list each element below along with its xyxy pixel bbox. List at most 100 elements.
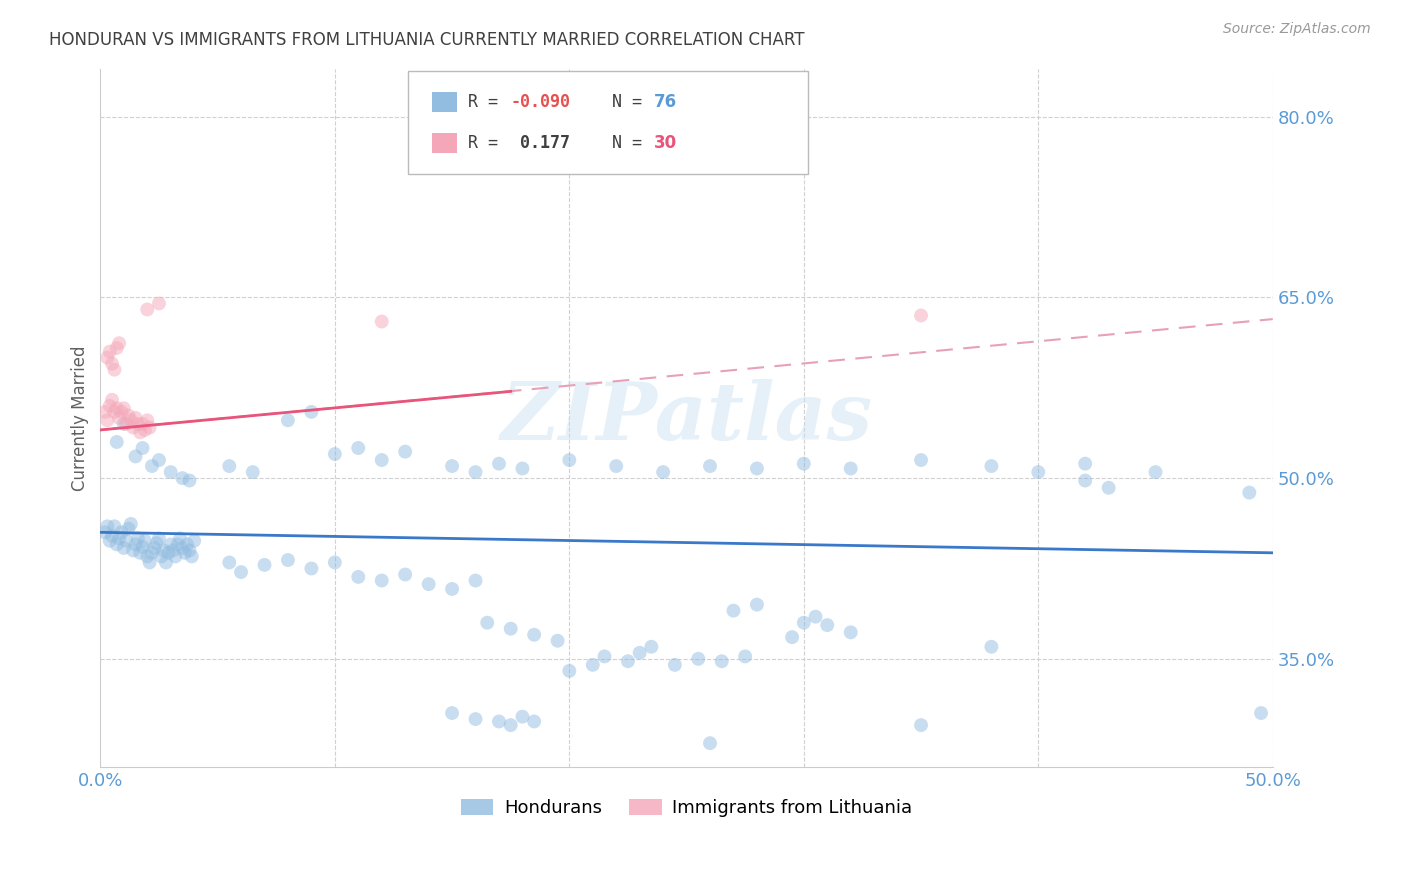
Point: [299, 405, 322, 419]
Point: [605, 459, 627, 474]
Point: [120, 413, 142, 427]
Point: [477, 615, 499, 630]
Point: [323, 556, 346, 570]
Point: [180, 549, 202, 564]
Point: [547, 633, 569, 648]
Y-axis label: Currently Married: Currently Married: [72, 345, 89, 491]
Point: [277, 553, 299, 567]
Point: [136, 302, 159, 317]
Text: 76: 76: [654, 93, 676, 111]
Point: [910, 718, 932, 732]
Point: [628, 646, 651, 660]
Point: [165, 549, 187, 564]
Point: [617, 654, 640, 668]
Point: [441, 459, 464, 474]
Point: [96, 413, 118, 427]
Point: [148, 453, 170, 467]
Point: [166, 537, 188, 551]
Point: [745, 461, 768, 475]
Point: [152, 543, 174, 558]
Point: [347, 441, 370, 455]
Point: [129, 546, 152, 560]
Point: [112, 401, 135, 416]
Point: [734, 649, 756, 664]
Point: [120, 516, 142, 531]
Point: [464, 712, 486, 726]
Point: [804, 609, 827, 624]
Point: [218, 556, 240, 570]
Point: [173, 546, 195, 560]
Point: [112, 417, 135, 431]
Point: [105, 401, 128, 416]
Point: [101, 529, 124, 543]
Point: [441, 582, 464, 596]
Point: [745, 598, 768, 612]
Point: [127, 532, 149, 546]
Point: [117, 522, 139, 536]
Point: [394, 444, 416, 458]
Point: [108, 532, 131, 546]
Point: [512, 461, 534, 475]
Point: [299, 561, 322, 575]
Point: [148, 296, 170, 310]
Point: [688, 652, 710, 666]
Point: [159, 537, 181, 551]
Point: [394, 567, 416, 582]
Point: [108, 410, 131, 425]
Point: [159, 465, 181, 479]
Point: [105, 434, 128, 449]
Point: [699, 736, 721, 750]
Point: [558, 664, 581, 678]
Point: [157, 546, 180, 560]
Point: [793, 615, 815, 630]
Point: [179, 474, 201, 488]
Point: [558, 453, 581, 467]
Point: [910, 309, 932, 323]
Point: [103, 405, 125, 419]
Point: [910, 453, 932, 467]
Point: [94, 525, 117, 540]
Point: [699, 459, 721, 474]
Point: [96, 351, 118, 365]
Point: [1144, 465, 1167, 479]
Text: HONDURAN VS IMMIGRANTS FROM LITHUANIA CURRENTLY MARRIED CORRELATION CHART: HONDURAN VS IMMIGRANTS FROM LITHUANIA CU…: [49, 31, 804, 49]
Text: 30: 30: [654, 135, 676, 153]
Point: [523, 714, 546, 729]
Point: [488, 457, 510, 471]
Point: [723, 604, 745, 618]
Point: [162, 543, 184, 558]
Text: N =: N =: [612, 93, 651, 111]
Point: [105, 537, 128, 551]
Point: [145, 536, 167, 550]
Point: [150, 549, 173, 564]
Point: [347, 570, 370, 584]
Point: [124, 450, 146, 464]
Point: [169, 532, 191, 546]
Text: 0.177: 0.177: [510, 135, 571, 153]
Point: [179, 543, 201, 558]
Point: [129, 425, 152, 440]
Point: [131, 441, 153, 455]
Point: [664, 657, 686, 672]
Point: [124, 410, 146, 425]
Point: [371, 453, 394, 467]
Text: N =: N =: [612, 135, 651, 153]
Point: [582, 657, 605, 672]
Point: [839, 625, 862, 640]
Point: [108, 336, 131, 351]
Point: [253, 558, 276, 572]
Point: [122, 420, 145, 434]
Point: [242, 465, 264, 479]
Point: [138, 556, 160, 570]
Point: [371, 314, 394, 328]
Point: [277, 413, 299, 427]
Point: [593, 649, 616, 664]
Point: [839, 461, 862, 475]
Point: [371, 574, 394, 588]
Point: [143, 541, 166, 555]
Point: [172, 541, 194, 555]
Point: [176, 537, 198, 551]
Point: [124, 537, 146, 551]
Point: [172, 471, 194, 485]
Point: [98, 533, 121, 548]
